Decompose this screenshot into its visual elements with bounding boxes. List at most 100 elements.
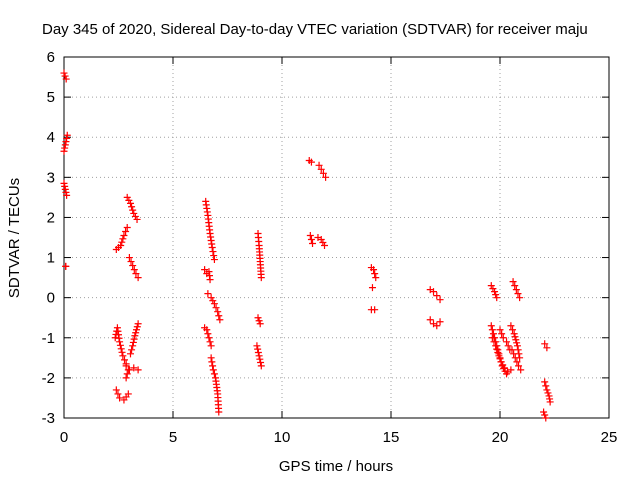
data-point: [500, 364, 508, 372]
data-point: [493, 294, 501, 302]
y-tick-label: 0: [47, 290, 55, 307]
data-point: [60, 179, 68, 187]
data-point: [123, 223, 131, 231]
x-tick-label: 10: [274, 429, 291, 446]
x-tick-label: 0: [60, 429, 68, 446]
plot-border: [63, 56, 610, 419]
data-point: [134, 320, 142, 328]
data-point: [370, 266, 378, 274]
data-point: [204, 330, 212, 338]
data-point: [119, 235, 127, 243]
data-point: [61, 185, 69, 193]
data-point: [510, 330, 518, 338]
data-point: [487, 322, 495, 330]
data-point: [515, 362, 523, 370]
data-point: [368, 284, 376, 292]
data-point: [257, 274, 265, 282]
data-point: [130, 364, 138, 372]
data-point: [496, 355, 504, 363]
y-tick-label: 4: [47, 129, 55, 146]
data-point: [207, 294, 215, 302]
data-point: [321, 242, 329, 250]
data-point: [371, 306, 379, 314]
data-point: [209, 248, 217, 256]
y-axis-label: SDTVAR / TECUs: [6, 178, 23, 298]
data-point: [210, 252, 218, 260]
data-point: [201, 266, 209, 274]
data-point: [215, 312, 223, 320]
data-point: [496, 326, 504, 334]
data-point: [126, 199, 134, 207]
data-point: [309, 240, 317, 248]
data-point: [541, 411, 549, 419]
data-point: [504, 342, 512, 350]
data-point: [253, 342, 261, 350]
data-point: [212, 304, 220, 312]
data-point: [513, 339, 521, 347]
data-point: [128, 346, 136, 354]
data-point: [541, 340, 549, 348]
y-tick-label: -1: [42, 330, 55, 347]
data-point: [210, 256, 218, 264]
data-point: [491, 288, 499, 296]
y-tick-label: 1: [47, 250, 55, 267]
data-point: [114, 390, 122, 398]
data-point: [542, 414, 550, 422]
data-point: [131, 212, 139, 220]
data-point: [512, 286, 520, 294]
data-point: [319, 239, 327, 247]
data-point: [117, 345, 125, 353]
data-point: [61, 182, 69, 190]
data-point: [209, 362, 217, 370]
data-point: [122, 362, 130, 370]
data-point: [255, 352, 263, 360]
data-point: [131, 332, 139, 340]
data-point: [204, 290, 212, 298]
data-point: [61, 141, 69, 149]
x-axis-label: GPS time / hours: [279, 458, 393, 475]
y-tick-label: -3: [42, 410, 55, 427]
data-point: [123, 370, 131, 378]
data-point: [215, 408, 223, 416]
data-point: [430, 288, 438, 296]
data-point: [488, 326, 496, 334]
data-point: [118, 348, 126, 356]
data-point: [492, 342, 500, 350]
data-point: [514, 290, 522, 298]
data-point: [210, 300, 218, 308]
data-point: [509, 326, 517, 334]
data-point: [317, 236, 325, 244]
data-point: [307, 158, 315, 166]
data-point: [511, 282, 519, 290]
data-point: [130, 335, 138, 343]
data-point: [493, 345, 501, 353]
data-point: [322, 173, 330, 181]
data-point: [498, 330, 506, 338]
data-point: [208, 358, 216, 366]
data-point: [315, 161, 323, 169]
data-point: [255, 317, 263, 325]
data-point: [60, 69, 68, 77]
x-tick-label: 20: [492, 429, 509, 446]
data-point: [132, 326, 140, 334]
data-point: [541, 378, 549, 386]
data-point: [127, 258, 135, 266]
data-point: [216, 316, 224, 324]
data-point: [497, 358, 505, 366]
data-point: [510, 350, 518, 358]
data-point: [436, 318, 444, 326]
data-point: [210, 370, 218, 378]
data-point: [490, 338, 498, 346]
data-point: [122, 374, 130, 382]
data-point: [317, 165, 325, 173]
data-point: [492, 291, 500, 299]
data-point: [61, 144, 69, 152]
data-point: [125, 196, 133, 204]
data-point: [203, 326, 211, 334]
data-point: [129, 262, 137, 270]
data-point: [254, 314, 262, 322]
data-point: [122, 227, 130, 235]
data-point: [511, 354, 519, 362]
data-point: [546, 398, 554, 406]
